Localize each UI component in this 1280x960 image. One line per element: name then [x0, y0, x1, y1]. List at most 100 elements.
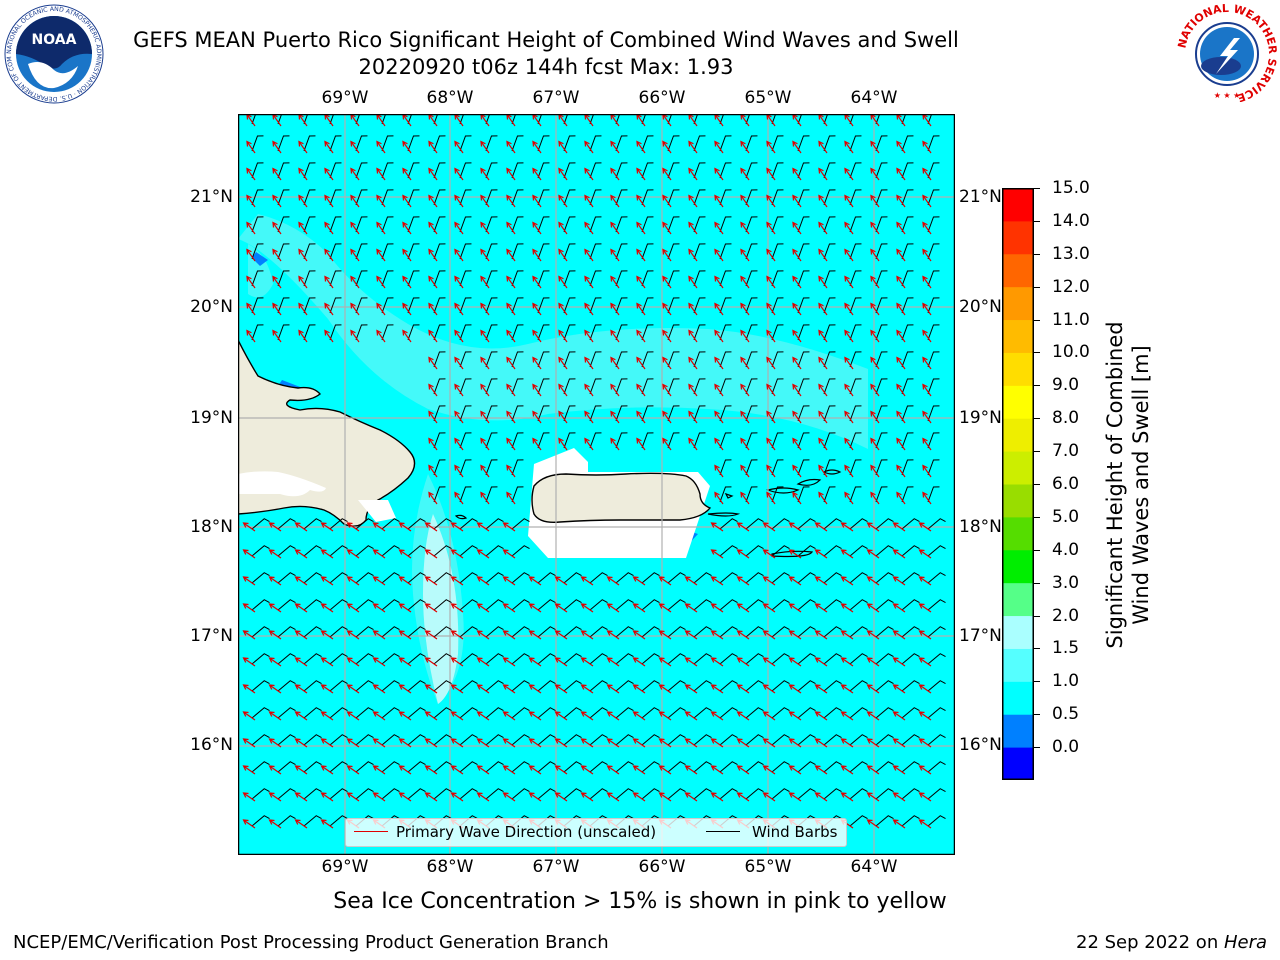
wave-direction-arrow [454, 383, 464, 397]
wave-direction-arrow [506, 410, 516, 424]
wave-direction-arrow [424, 738, 438, 748]
wind-barb [641, 270, 654, 287]
wind-barb [537, 378, 550, 395]
wave-direction-arrow [506, 248, 516, 262]
wind-barb [875, 405, 888, 422]
wind-barb [693, 135, 706, 152]
wind-barb [355, 653, 374, 665]
wave-direction-arrow [844, 140, 854, 154]
wind-barb [641, 680, 660, 692]
wind-barb [771, 189, 784, 206]
wind-barb [849, 405, 862, 422]
wave-direction-arrow [528, 684, 542, 694]
wave-direction-arrow [584, 140, 594, 154]
wind-barb [355, 599, 374, 611]
wind-barb [407, 653, 426, 665]
wind-barb [459, 626, 478, 638]
wave-direction-arrow [892, 522, 906, 532]
wind-barb [407, 243, 420, 260]
wind-barb [719, 518, 738, 530]
wave-direction-arrow [606, 711, 620, 721]
wind-barb [667, 626, 686, 638]
wind-barb [901, 707, 920, 719]
wind-barb [303, 680, 322, 692]
wave-direction-arrow [454, 437, 464, 451]
wave-direction-arrow [658, 657, 672, 667]
wind-barb [745, 761, 764, 773]
wave-direction-arrow [762, 630, 776, 640]
wave-direction-arrow [740, 437, 750, 451]
wave-direction-arrow [372, 657, 386, 667]
wave-direction-arrow [918, 657, 932, 667]
wind-barb [875, 189, 888, 206]
wind-barb [719, 626, 738, 638]
wave-direction-arrow [922, 140, 932, 154]
wave-direction-arrow [558, 410, 568, 424]
colorbar-tick-mark [1034, 549, 1040, 551]
wave-direction-arrow [346, 522, 360, 532]
wind-barb [407, 270, 420, 287]
wind-barb [927, 243, 940, 260]
wave-direction-arrow [632, 765, 646, 775]
wave-direction-arrow [606, 765, 620, 775]
wind-barb [719, 351, 732, 368]
wind-barb [745, 351, 758, 368]
wind-barb [693, 405, 706, 422]
wind-barb [849, 432, 862, 449]
wave-direction-arrow [428, 248, 438, 262]
colorbar-tick-label: 7.0 [1052, 441, 1080, 462]
wind-barb [901, 734, 920, 746]
wave-direction-arrow [424, 792, 438, 802]
wave-direction-arrow [788, 711, 802, 721]
wind-barb [745, 270, 758, 287]
wind-barb [797, 378, 810, 395]
wind-barb [355, 680, 374, 692]
wind-barb [433, 351, 446, 368]
wave-direction-arrow [684, 630, 698, 640]
wind-barb [901, 135, 914, 152]
wind-barb [797, 216, 810, 233]
wind-barb [355, 707, 374, 719]
wave-direction-arrow [892, 819, 906, 829]
wind-barb [849, 189, 862, 206]
wind-barb [433, 734, 452, 746]
nws-logo: NATIONAL WEATHER SERVICE ★ ★ ★ [1175, 2, 1279, 105]
wave-direction-arrow [428, 275, 438, 289]
lat-label-right: 21°N [959, 187, 1002, 207]
wind-barb [771, 135, 784, 152]
wave-direction-arrow [688, 329, 698, 343]
wave-direction-arrow [762, 684, 776, 694]
wave-direction-arrow [870, 383, 880, 397]
wave-direction-arrow [632, 792, 646, 802]
wind-barb [771, 216, 784, 233]
wave-direction-arrow [636, 383, 646, 397]
wind-barb [719, 734, 738, 746]
wave-direction-arrow [922, 167, 932, 181]
wave-direction-arrow [788, 603, 802, 613]
wind-barb [485, 189, 498, 206]
wave-direction-arrow [714, 167, 724, 181]
wave-direction-arrow [480, 464, 490, 478]
wind-barb [511, 270, 524, 287]
wave-direction-arrow [918, 630, 932, 640]
wind-barb [719, 162, 732, 179]
wind-barb [563, 626, 582, 638]
wave-direction-arrow [610, 410, 620, 424]
wind-barb [537, 734, 556, 746]
lon-label-bottom: 64°W [850, 857, 898, 877]
wind-barb [901, 324, 914, 341]
wind-barb [589, 162, 602, 179]
wind-barb [459, 135, 472, 152]
wave-direction-arrow [632, 630, 646, 640]
wave-direction-arrow [740, 275, 750, 289]
wind-barb [693, 653, 712, 665]
wind-barb [537, 135, 550, 152]
wind-barb [901, 378, 914, 395]
wind-barb [563, 788, 582, 800]
wave-direction-arrow [506, 302, 516, 316]
wind-barb [823, 734, 842, 746]
wind-barb [537, 270, 550, 287]
wind-barb [693, 243, 706, 260]
wind-barb [875, 734, 894, 746]
wave-direction-arrow [788, 738, 802, 748]
